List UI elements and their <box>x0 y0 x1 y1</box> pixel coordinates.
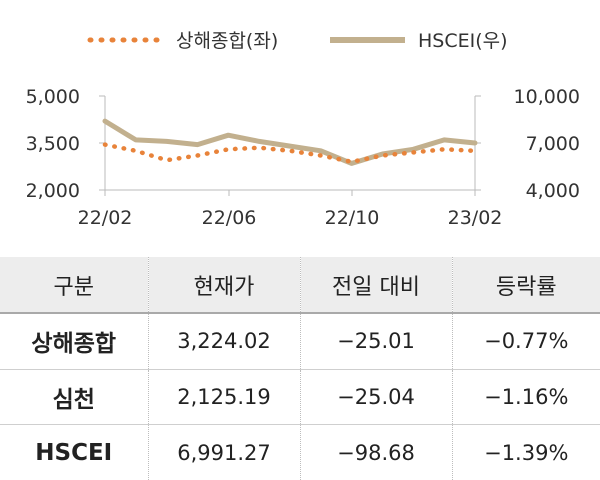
table-row: 상해종합 3,224.02 −25.01 −0.77% <box>0 313 600 370</box>
header-current-price: 현재가 <box>147 257 300 314</box>
header-daily-change: 전일 대비 <box>299 257 452 314</box>
series-line-shanghai <box>102 142 478 165</box>
table-header-row: 구분 현재가 전일 대비 등락률 <box>0 257 600 314</box>
row-daily-change: −98.68 <box>299 424 452 480</box>
row-change-rate: −1.16% <box>451 369 600 426</box>
legend-label-hscei: HSCEI(우) <box>418 30 508 52</box>
x-tick-label: 23/02 <box>448 207 503 229</box>
axes: 5,000 3,500 2,000 10,000 7,000 4,000 22/… <box>26 86 580 229</box>
row-change-rate: −0.77% <box>451 313 600 370</box>
series-line-hscei <box>102 118 478 166</box>
row-name: 상해종합 <box>0 313 148 370</box>
row-daily-change: −25.01 <box>299 313 452 370</box>
row-name: HSCEI <box>35 439 113 466</box>
row-daily-change: −25.04 <box>299 369 452 426</box>
legend-label-shanghai: 상해종합(좌) <box>176 30 278 52</box>
header-category: 구분 <box>0 257 148 314</box>
y-left-tick-label: 3,500 <box>26 133 80 155</box>
row-current-price: 2,125.19 <box>147 369 300 426</box>
row-current-price: 3,224.02 <box>147 313 300 370</box>
row-name: 심천 <box>0 369 148 426</box>
table-row: HSCEI 6,991.27 −98.68 −1.39% <box>0 424 600 480</box>
y-right-tick-label: 4,000 <box>526 180 580 202</box>
x-tick-label: 22/02 <box>78 207 133 229</box>
header-change-rate: 등락률 <box>451 257 600 314</box>
legend: 상해종합(좌) HSCEI(우) <box>87 30 508 52</box>
row-change-rate: −1.39% <box>451 424 600 480</box>
x-tick-label: 22/10 <box>325 207 380 229</box>
y-left-tick-label: 5,000 <box>26 86 80 108</box>
y-left-tick-label: 2,000 <box>26 180 80 202</box>
row-current-price: 6,991.27 <box>147 424 300 480</box>
index-line-chart: 상해종합(좌) HSCEI(우) 5,000 3,500 2,000 10,00… <box>26 30 580 229</box>
table-row: 심천 2,125.19 −25.04 −1.16% <box>0 369 600 426</box>
series-layer <box>102 118 478 166</box>
x-tick-label: 22/06 <box>202 207 257 229</box>
y-right-tick-label: 10,000 <box>514 86 580 108</box>
index-table: 구분 현재가 전일 대비 등락률 상해종합 3,224.02 −25.01 −0… <box>0 257 600 480</box>
y-right-tick-label: 7,000 <box>526 133 580 155</box>
